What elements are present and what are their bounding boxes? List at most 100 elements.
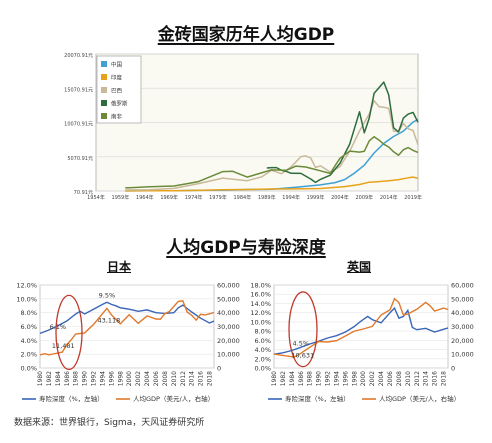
x-tick-label: 1992 <box>91 371 98 386</box>
left-axis-tick-label: 4.0% <box>20 337 37 345</box>
legend-label-gdp: 人均GDP（美元/人，右轴） <box>133 394 214 403</box>
x-tick-label: 2004 <box>378 371 385 386</box>
y-tick-label: 10070.91元 <box>64 122 93 128</box>
y-tick-label: 5070.91元 <box>67 156 93 162</box>
series-line-life-insurance-depth <box>39 301 215 335</box>
x-tick-label: 2014年 <box>380 194 398 201</box>
x-tick-label: 1989年 <box>258 194 276 201</box>
left-axis-tick-label: 16.0% <box>250 291 271 299</box>
left-axis-tick-label: 6.0% <box>20 323 37 331</box>
legend-label-depth: 寿险深度（%，左轴） <box>39 394 104 403</box>
series-line-russia <box>266 81 419 184</box>
legend-swatch-russia <box>101 100 107 106</box>
brics-chart: 70.91元 5070.91元 10070.91元 15070.91元 20070.91… <box>64 53 422 201</box>
series-line-india <box>125 176 419 192</box>
top-chart-title: 金砖国家历年人均GDP <box>157 25 335 45</box>
x-tick-label: 2008 <box>396 371 403 386</box>
right-axis-tick-label: 0 <box>217 365 221 373</box>
mid-chart-title: 人均GDP与寿险深度 <box>166 238 326 258</box>
left-axis-tick-label: 8.0% <box>20 309 37 317</box>
right-axis-tick-label: 30,000 <box>451 323 474 331</box>
x-tick-label: 2002 <box>369 371 376 386</box>
x-tick-label: 1988 <box>307 371 314 386</box>
data-annotation: 6.1% <box>50 323 67 331</box>
legend-swatch-china <box>101 61 107 67</box>
x-tick-label: 1980 <box>37 371 44 386</box>
x-tick-label: 1999年 <box>307 194 325 201</box>
x-tick-label: 1996 <box>108 371 115 386</box>
x-tick-label: 2012 <box>414 371 421 386</box>
right-axis-tick-label: 10,000 <box>451 351 474 359</box>
series-line-life-insurance-depth <box>273 306 449 355</box>
left-axis-tick-label: 12.0% <box>250 309 271 317</box>
right-axis-tick-label: 30,000 <box>217 323 240 331</box>
x-tick-label: 1994年 <box>282 194 300 201</box>
highlight-circle <box>55 294 83 371</box>
x-tick-label: 1979年 <box>209 194 227 201</box>
left-axis-tick-label: 18.0% <box>250 282 271 290</box>
x-tick-label: 2006 <box>387 371 394 386</box>
x-tick-label: 2018 <box>207 371 214 386</box>
x-tick-label: 2019年 <box>404 194 422 201</box>
data-annotation: 11,481 <box>52 342 75 350</box>
legend-label-depth: 寿险深度（%，左轴） <box>285 394 350 403</box>
x-tick-label: 2014 <box>189 371 196 386</box>
data-annotation: 43,118 <box>98 316 121 324</box>
right-axis-tick-label: 40,000 <box>217 309 240 317</box>
x-tick-label: 2002 <box>135 371 142 386</box>
right-axis-tick-label: 50,000 <box>217 295 240 303</box>
right-axis-tick-label: 40,000 <box>451 309 474 317</box>
left-axis-tick-label: 0.0% <box>20 365 37 373</box>
x-tick-label: 1990 <box>316 371 323 386</box>
uk-chart-title: 英国 <box>347 260 372 274</box>
x-tick-label: 2016 <box>432 371 439 386</box>
x-tick-label: 2000 <box>126 371 133 386</box>
x-tick-label: 1982 <box>280 371 287 386</box>
left-axis-tick-label: 6.0% <box>254 337 271 345</box>
x-tick-label: 1984年 <box>233 194 251 201</box>
data-annotation: 9.5% <box>99 291 116 299</box>
legend-swatch-brazil <box>101 87 107 93</box>
data-annotation: 10,631 <box>291 351 314 359</box>
left-axis-tick-label: 2.0% <box>20 351 37 359</box>
series-line-southafrica <box>125 135 419 189</box>
x-tick-label: 2006 <box>153 371 160 386</box>
left-axis-tick-label: 8.0% <box>254 328 271 336</box>
japan-chart-title: 日本 <box>107 260 132 274</box>
legend-label-china: 中国 <box>111 61 123 69</box>
legend-label-russia: 俄罗斯 <box>111 100 128 108</box>
right-axis-tick-label: 50,000 <box>451 295 474 303</box>
x-tick-label: 1992 <box>325 371 332 386</box>
legend-label-india: 印度 <box>111 74 123 82</box>
x-tick-label: 1986 <box>64 371 71 386</box>
x-tick-label: 1994 <box>99 371 106 386</box>
left-axis-tick-label: 4.0% <box>254 346 271 354</box>
series-line-gdp-per-capita <box>273 297 449 358</box>
legend-label-gdp: 人均GDP（美元/人，右轴） <box>379 394 460 403</box>
legend-label-brazil: 巴西 <box>111 88 123 95</box>
x-tick-label: 2010 <box>405 371 412 386</box>
x-tick-label: 1988 <box>73 371 80 386</box>
right-axis-tick-label: 60,000 <box>217 282 240 290</box>
x-tick-label: 2010 <box>171 371 178 386</box>
left-axis-tick-label: 2.0% <box>254 355 271 363</box>
x-tick-label: 2014 <box>423 371 430 386</box>
x-tick-label: 2004 <box>144 371 151 386</box>
left-axis-tick-label: 10.0% <box>250 318 271 326</box>
x-tick-label: 1969年 <box>160 194 178 201</box>
x-tick-label: 1974年 <box>185 194 203 201</box>
x-tick-label: 2000 <box>360 371 367 386</box>
x-tick-label: 1982 <box>46 371 53 386</box>
x-tick-label: 1984 <box>55 371 62 386</box>
x-tick-label: 1994 <box>333 371 340 386</box>
x-tick-label: 1998 <box>117 371 124 386</box>
y-tick-label: 15070.91元 <box>64 87 93 93</box>
series-line-brazil <box>125 99 419 191</box>
data-annotation: 4.5% <box>293 339 310 347</box>
x-tick-label: 1980 <box>271 371 278 386</box>
right-axis-tick-label: 60,000 <box>451 282 474 290</box>
right-axis-tick-label: 10,000 <box>217 351 240 359</box>
right-axis-tick-label: 20,000 <box>217 337 240 345</box>
right-axis-tick-label: 0 <box>451 365 455 373</box>
x-tick-label: 2016 <box>198 371 205 386</box>
